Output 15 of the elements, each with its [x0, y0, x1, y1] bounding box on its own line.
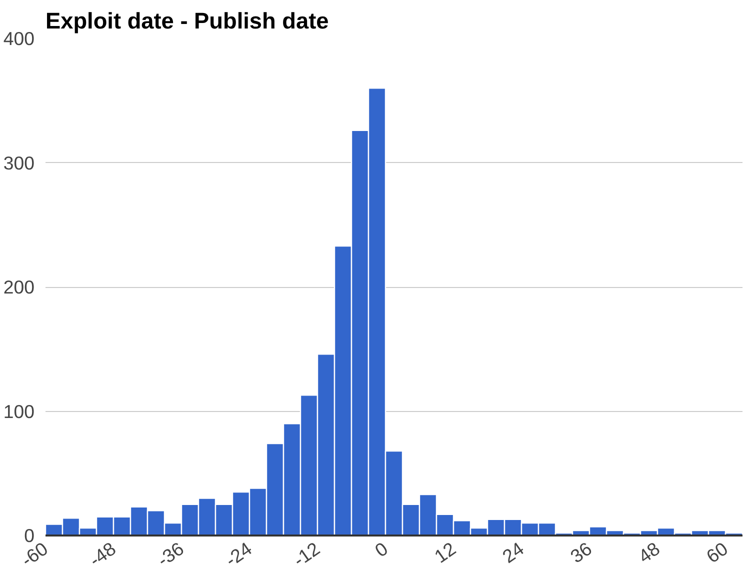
- x-tick-label: 48: [634, 538, 664, 568]
- y-tick-label: 400: [3, 28, 35, 49]
- x-tick-label: 24: [498, 538, 528, 568]
- chart-title: Exploit date - Publish date: [46, 8, 329, 34]
- x-tick-label: -24: [221, 538, 256, 571]
- x-tick-label: 0: [370, 538, 392, 562]
- x-tick-label: -48: [85, 538, 120, 571]
- x-tick-label: -12: [289, 538, 324, 571]
- y-tick-label: 100: [3, 400, 35, 422]
- x-tick-label: 12: [430, 538, 460, 568]
- x-tick-label: -36: [153, 538, 188, 571]
- y-tick-label: 200: [3, 276, 35, 298]
- y-tick-label: 300: [3, 152, 35, 174]
- x-tick-label: 60: [702, 538, 732, 568]
- x-tick-label: 36: [566, 538, 596, 568]
